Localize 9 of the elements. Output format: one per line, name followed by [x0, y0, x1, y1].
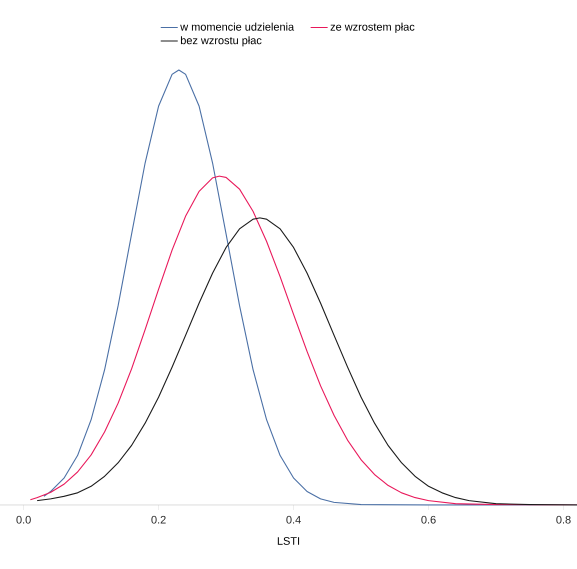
- x-tick-label: 0.8: [556, 516, 571, 524]
- x-tick-label: 0.4: [286, 516, 301, 524]
- x-tick-label: 0.6: [421, 516, 436, 524]
- legend-label: bez wzrostu płac: [180, 36, 262, 46]
- x-tick-label: 0.2: [151, 516, 166, 524]
- x-tick-label: 0.0: [16, 516, 31, 524]
- legend-label: w momencie udzielenia: [180, 22, 294, 31]
- x-axis-title: LSTI: [278, 537, 300, 545]
- legend-label: ze wzrostem płac: [330, 22, 414, 33]
